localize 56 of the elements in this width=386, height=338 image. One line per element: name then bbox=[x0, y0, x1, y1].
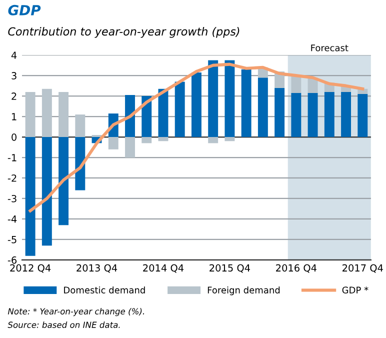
y-tick-label: -4 bbox=[8, 216, 17, 223]
bar bbox=[125, 95, 135, 138]
bar bbox=[258, 78, 268, 138]
line-series bbox=[28, 62, 364, 212]
legend-label: Foreign demand bbox=[208, 286, 280, 296]
bar bbox=[42, 137, 52, 246]
bar bbox=[42, 88, 52, 138]
chart-title: GDP bbox=[8, 4, 41, 16]
bar bbox=[208, 60, 218, 138]
y-tick-label: -6 bbox=[8, 256, 17, 264]
bar bbox=[308, 92, 318, 138]
bar bbox=[108, 137, 118, 150]
bar bbox=[92, 134, 102, 138]
x-tick-label: 2012 Q4 bbox=[10, 264, 51, 273]
bar bbox=[58, 92, 69, 138]
bar bbox=[25, 92, 36, 138]
y-tick-label: 1 bbox=[12, 113, 16, 120]
legend-label: Domestic demand bbox=[64, 286, 145, 294]
bar bbox=[142, 96, 152, 138]
bar bbox=[125, 137, 135, 158]
chart-subtitle: Contribution to year-on-year growth (pps) bbox=[8, 27, 240, 38]
bar bbox=[224, 60, 235, 138]
bar bbox=[58, 137, 69, 226]
y-tick-label: 2 bbox=[12, 92, 16, 100]
source-note: Source: based on INE data. bbox=[8, 322, 120, 328]
bar bbox=[208, 137, 218, 144]
bar bbox=[291, 92, 302, 138]
x-tick-label: 2014 Q4 bbox=[143, 264, 184, 273]
bar bbox=[191, 72, 202, 138]
y-tick-label: -3 bbox=[8, 194, 16, 202]
x-tick-label: 2013 Q4 bbox=[76, 264, 118, 273]
x-tick-label: 2015 Q4 bbox=[210, 264, 250, 273]
x-tick-label: 2017 Q4 bbox=[342, 264, 383, 273]
x-tick-label: 2016 Q4 bbox=[276, 264, 316, 273]
bar bbox=[241, 69, 252, 138]
bar bbox=[291, 76, 302, 93]
bar bbox=[324, 92, 334, 138]
band-label: Forecast bbox=[311, 44, 348, 52]
y-tick-label: 0 bbox=[12, 134, 16, 141]
y-tick-label: -5 bbox=[8, 236, 16, 244]
legend-label: GDP * bbox=[342, 286, 368, 294]
bar bbox=[341, 92, 352, 138]
y-tick-label: 4 bbox=[11, 52, 17, 59]
bar bbox=[224, 137, 235, 142]
bar bbox=[174, 82, 185, 138]
bar bbox=[25, 137, 36, 256]
y-tick-label: -2 bbox=[8, 174, 16, 182]
bar bbox=[158, 137, 168, 142]
bar bbox=[75, 114, 86, 138]
bar bbox=[142, 137, 152, 144]
bar bbox=[75, 137, 86, 190]
text: Note: * Year-on-year change (%). bbox=[8, 308, 144, 316]
bar bbox=[358, 94, 368, 138]
bar bbox=[274, 88, 285, 138]
y-tick-label: 3 bbox=[12, 72, 16, 80]
y-tick-label: -1 bbox=[8, 154, 16, 162]
